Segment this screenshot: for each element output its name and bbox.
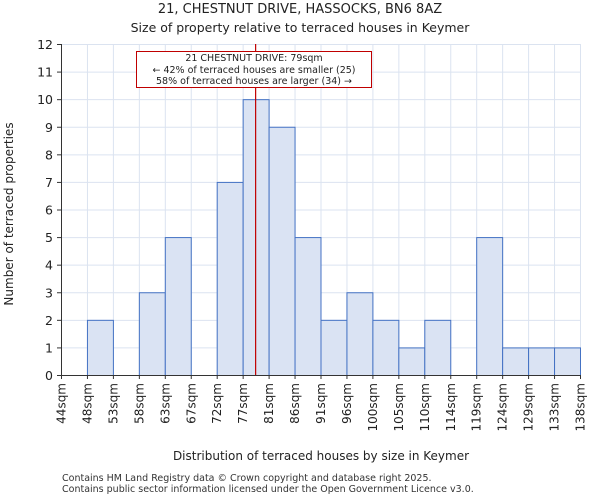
x-tick-label: 114sqm bbox=[444, 383, 458, 431]
y-tick-label: 12 bbox=[37, 37, 53, 52]
bar-63sqm bbox=[164, 237, 192, 376]
x-axis: 44sqm 48sqm 53sqm 58sqm 63sqm 67sqm 72sqm 77sqm… bbox=[55, 375, 588, 431]
bar-105sqm bbox=[398, 347, 426, 376]
bar-100sqm bbox=[372, 319, 400, 377]
annotation-box: 21 CHESTNUT DRIVE: 79sqm ← 42% of terrac… bbox=[136, 51, 372, 88]
x-tick-label: 81sqm bbox=[262, 383, 276, 424]
y-axis-label: Number of terraced properties bbox=[2, 122, 16, 305]
annotation-line-3: 58% of terraced houses are larger (34) → bbox=[156, 76, 352, 87]
x-tick-label: 100sqm bbox=[366, 383, 380, 431]
annotation-line-2: ← 42% of terraced houses are smaller (25… bbox=[152, 64, 356, 76]
x-tick-label: 72sqm bbox=[210, 383, 224, 424]
bar-58sqm bbox=[138, 292, 166, 376]
y-tick-label: 1 bbox=[45, 340, 53, 355]
footer: Contains HM Land Registry data © Crown c… bbox=[62, 473, 474, 495]
footer-line-1: Contains HM Land Registry data © Crown c… bbox=[62, 473, 432, 484]
bar-119sqm bbox=[476, 237, 504, 376]
x-tick-label: 91sqm bbox=[314, 383, 328, 424]
bar-48sqm bbox=[86, 319, 114, 377]
bar-91sqm bbox=[320, 319, 348, 377]
y-tick-label: 10 bbox=[37, 92, 53, 107]
y-tick-label: 6 bbox=[45, 203, 53, 218]
chart-title: 21, CHESTNUT DRIVE, HASSOCKS, BN6 8AZ bbox=[158, 2, 442, 17]
x-tick-label: 138sqm bbox=[574, 383, 588, 431]
x-tick-label: 67sqm bbox=[184, 383, 198, 424]
x-tick-label: 124sqm bbox=[496, 383, 510, 431]
x-tick-label: 110sqm bbox=[418, 383, 432, 431]
y-tick-label: 11 bbox=[37, 65, 53, 80]
x-tick-label: 129sqm bbox=[522, 383, 536, 431]
y-tick-label: 2 bbox=[45, 313, 53, 328]
x-tick-label: 48sqm bbox=[80, 383, 94, 424]
bar-124sqm bbox=[502, 347, 530, 376]
bar-96sqm bbox=[346, 292, 374, 376]
y-tick-label: 4 bbox=[45, 258, 53, 273]
x-tick-label: 44sqm bbox=[55, 383, 69, 424]
x-tick-label: 119sqm bbox=[470, 383, 484, 431]
x-axis-label: Distribution of terraced houses by size … bbox=[173, 449, 469, 463]
y-tick-label: 3 bbox=[45, 285, 53, 300]
y-tick-label: 8 bbox=[45, 147, 53, 162]
x-tick-label: 53sqm bbox=[106, 383, 120, 424]
bar-86sqm bbox=[294, 237, 322, 376]
x-tick-label: 63sqm bbox=[158, 383, 172, 424]
bar-133sqm bbox=[554, 347, 581, 376]
y-tick-label: 0 bbox=[45, 368, 53, 383]
chart-subtitle: Size of property relative to terraced ho… bbox=[131, 20, 471, 35]
x-tick-label: 133sqm bbox=[548, 383, 562, 431]
bar-129sqm bbox=[528, 347, 556, 376]
x-tick-label: 86sqm bbox=[288, 383, 302, 424]
x-tick-label: 58sqm bbox=[132, 383, 146, 424]
x-tick-label: 77sqm bbox=[236, 383, 250, 424]
y-tick-label: 9 bbox=[45, 120, 53, 135]
bar-110sqm bbox=[424, 319, 452, 377]
bar-72sqm bbox=[216, 181, 244, 376]
bar-81sqm bbox=[268, 126, 296, 376]
x-tick-label: 105sqm bbox=[392, 383, 406, 431]
x-tick-label: 96sqm bbox=[340, 383, 354, 424]
y-tick-label: 5 bbox=[45, 230, 53, 245]
annotation-line-1: 21 CHESTNUT DRIVE: 79sqm bbox=[185, 53, 323, 64]
footer-line-2: Contains public sector information licen… bbox=[62, 484, 474, 495]
y-tick-label: 7 bbox=[45, 175, 53, 190]
